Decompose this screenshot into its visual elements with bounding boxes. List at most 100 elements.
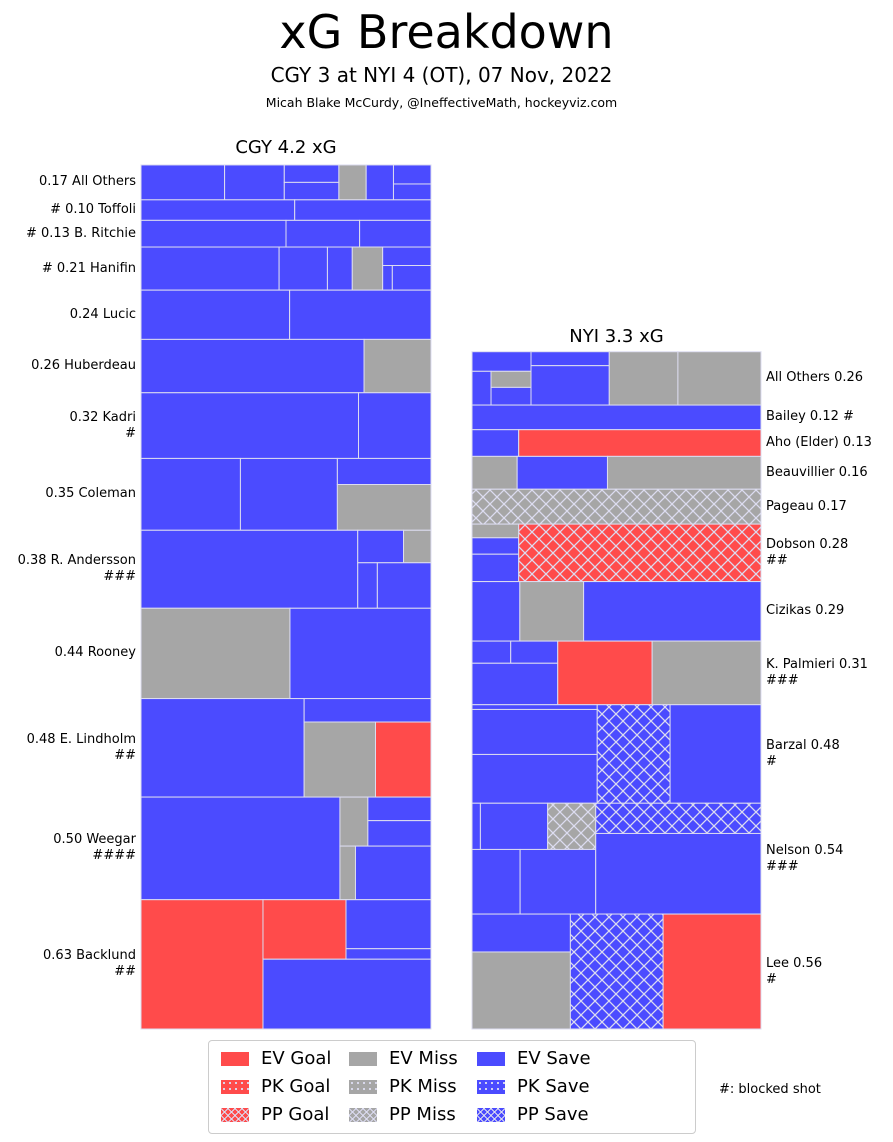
nyi-player-label: Beauvillier 0.16 — [766, 464, 868, 480]
legend-label: PK Goal — [261, 1076, 331, 1097]
legend-swatch-ev-miss — [349, 1052, 377, 1066]
cgy-shot-save — [140, 529, 359, 609]
cgy-shot-miss — [363, 338, 432, 394]
cgy-player-label: 0.38 R. Andersson ### — [17, 553, 136, 585]
cgy-shot-save — [140, 698, 305, 798]
pp-hatch — [518, 524, 761, 582]
pp-hatch — [597, 704, 671, 804]
nyi-shot-save — [471, 704, 598, 710]
nyi-shot-goal — [662, 913, 762, 1030]
cgy-shot-save — [357, 562, 378, 609]
cgy-shot-save — [392, 183, 432, 201]
cgy-panel-title: CGY 4.2 xG — [235, 137, 337, 158]
nyi-player-label: Nelson 0.54 ### — [766, 842, 844, 874]
cgy-shot-save — [365, 164, 394, 201]
nyi-shot-save — [471, 370, 492, 406]
cgy-player-label: 0.24 Lucic — [69, 306, 136, 322]
blocked-shot-note: #: blocked shot — [719, 1082, 821, 1097]
cgy-player-label: # 0.10 Toffoli — [50, 202, 136, 218]
nyi-shot-miss — [608, 351, 679, 406]
cgy-shot-save — [140, 199, 296, 221]
cgy-shot-save — [359, 219, 432, 248]
nyi-shot-save — [479, 802, 549, 850]
cgy-shot-miss — [140, 607, 291, 700]
nyi-player-label: Aho (Elder) 0.13 — [766, 435, 872, 451]
nyi-shot-save — [471, 429, 520, 457]
cgy-shot-save — [140, 164, 226, 201]
nyi-shot-save — [516, 455, 608, 490]
nyi-shot-save — [530, 365, 610, 406]
cgy-shot-miss — [303, 721, 376, 798]
cgy-player-label: 0.35 Coleman — [45, 486, 136, 502]
cgy-shot-miss — [403, 529, 432, 564]
legend-label: PP Goal — [261, 1104, 330, 1125]
cgy-shot-save — [289, 607, 432, 700]
nyi-player-label: All Others 0.26 — [766, 370, 864, 386]
nyi-shot-save — [471, 351, 532, 372]
legend-label: PP Miss — [389, 1104, 456, 1125]
cgy-shot-save — [345, 899, 432, 950]
cgy-shot-save — [140, 246, 280, 291]
cgy-shot-save — [354, 845, 432, 901]
cgy-shot-save — [376, 562, 432, 609]
cgy-shot-save — [140, 392, 359, 459]
cgy-shot-save — [294, 199, 432, 221]
legend-swatch-ev-save — [477, 1052, 505, 1066]
nyi-shot-save — [530, 351, 610, 367]
cgy-shot-save — [367, 820, 432, 847]
nyi-shot-save — [471, 913, 571, 953]
cgy-shot-save — [367, 796, 432, 822]
legend-label: EV Miss — [389, 1048, 458, 1069]
nyi-shot-save — [471, 640, 512, 664]
cgy-shot-goal — [262, 899, 347, 960]
cgy-shot-save — [392, 164, 432, 185]
cgy-shot-save — [358, 392, 432, 459]
cgy-shot-save — [357, 529, 405, 564]
cgy-player-label: 0.63 Backlund ## — [43, 948, 136, 980]
nyi-player-label: Bailey 0.12 # — [766, 409, 854, 425]
cgy-shot-save — [382, 246, 432, 267]
nyi-shot-miss — [677, 351, 762, 406]
legend: EV Goal PK Goal PP Goal EV Miss PK Miss PP Mi… — [208, 1040, 696, 1134]
cgy-shot-save — [289, 289, 432, 340]
cgy-shot-save — [345, 948, 432, 960]
cgy-player-label: 0.44 Rooney — [54, 645, 136, 661]
cgy-shot-save — [283, 181, 340, 201]
cgy-player-label: # 0.21 Hanifin — [41, 260, 136, 276]
cgy-player-label: 0.32 Kadri # — [69, 409, 136, 441]
nyi-shot-save — [471, 662, 559, 706]
cgy-shot-save — [140, 338, 365, 394]
legend-label: PP Save — [517, 1104, 589, 1125]
cgy-shot-miss — [338, 164, 367, 201]
nyi-shot-miss — [651, 640, 762, 706]
nyi-shot-save — [519, 848, 597, 915]
nyi-shot-save — [471, 581, 521, 642]
cgy-shot-save — [326, 246, 353, 291]
nyi-shot-save — [510, 640, 559, 664]
cgy-shot-save — [140, 219, 287, 248]
nyi-player-label: Pageau 0.17 — [766, 498, 847, 514]
nyi-panel-title: NYI 3.3 xG — [569, 326, 664, 347]
nyi-shot-save — [471, 537, 520, 555]
nyi-player-label: Barzal 0.48 # — [766, 737, 840, 769]
cgy-shot-save — [262, 958, 432, 1030]
legend-label: EV Save — [517, 1048, 591, 1069]
cgy-shot-save — [224, 164, 285, 201]
nyi-player-label: Dobson 0.28 ## — [766, 536, 849, 568]
nyi-shot-miss — [490, 370, 532, 388]
legend-swatch-pk-goal — [221, 1080, 249, 1094]
nyi-shot-save — [471, 802, 481, 850]
cgy-shot-miss — [339, 845, 356, 901]
cgy-player-label: 0.17 All Others — [38, 174, 136, 190]
nyi-shot-save — [583, 581, 762, 642]
chart-credit: Micah Blake McCurdy, @IneffectiveMath, h… — [265, 95, 618, 110]
cgy-player-label: 0.50 Weegar #### — [53, 832, 136, 864]
legend-swatch-pp-goal — [221, 1108, 249, 1122]
cgy-shot-save — [140, 289, 291, 340]
nyi-shot-save — [669, 704, 762, 804]
nyi-player-label: Lee 0.56 # — [766, 955, 823, 987]
cgy-shot-save — [382, 265, 393, 291]
pp-hatch — [472, 489, 761, 525]
cgy-player-label: 0.26 Huberdeau — [31, 358, 136, 374]
